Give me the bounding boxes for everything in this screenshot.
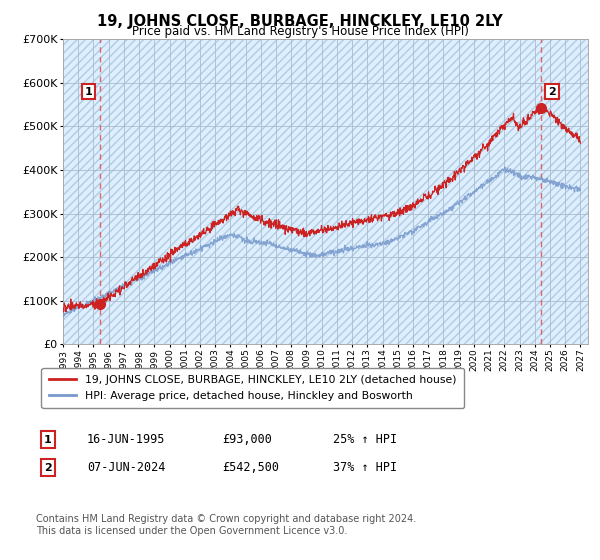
- Text: 1: 1: [85, 86, 92, 96]
- Text: £93,000: £93,000: [222, 433, 272, 446]
- Text: £542,500: £542,500: [222, 461, 279, 474]
- Text: 2: 2: [548, 86, 556, 96]
- Text: Price paid vs. HM Land Registry's House Price Index (HPI): Price paid vs. HM Land Registry's House …: [131, 25, 469, 38]
- Text: 19, JOHNS CLOSE, BURBAGE, HINCKLEY, LE10 2LY: 19, JOHNS CLOSE, BURBAGE, HINCKLEY, LE10…: [97, 14, 503, 29]
- Text: 07-JUN-2024: 07-JUN-2024: [87, 461, 166, 474]
- Text: 37% ↑ HPI: 37% ↑ HPI: [333, 461, 397, 474]
- Text: Contains HM Land Registry data © Crown copyright and database right 2024.: Contains HM Land Registry data © Crown c…: [36, 514, 416, 524]
- Text: 1: 1: [44, 435, 52, 445]
- Legend: 19, JOHNS CLOSE, BURBAGE, HINCKLEY, LE10 2LY (detached house), HPI: Average pric: 19, JOHNS CLOSE, BURBAGE, HINCKLEY, LE10…: [41, 367, 464, 408]
- Text: 2: 2: [44, 463, 52, 473]
- Text: 16-JUN-1995: 16-JUN-1995: [87, 433, 166, 446]
- Text: This data is licensed under the Open Government Licence v3.0.: This data is licensed under the Open Gov…: [36, 526, 347, 536]
- Text: 25% ↑ HPI: 25% ↑ HPI: [333, 433, 397, 446]
